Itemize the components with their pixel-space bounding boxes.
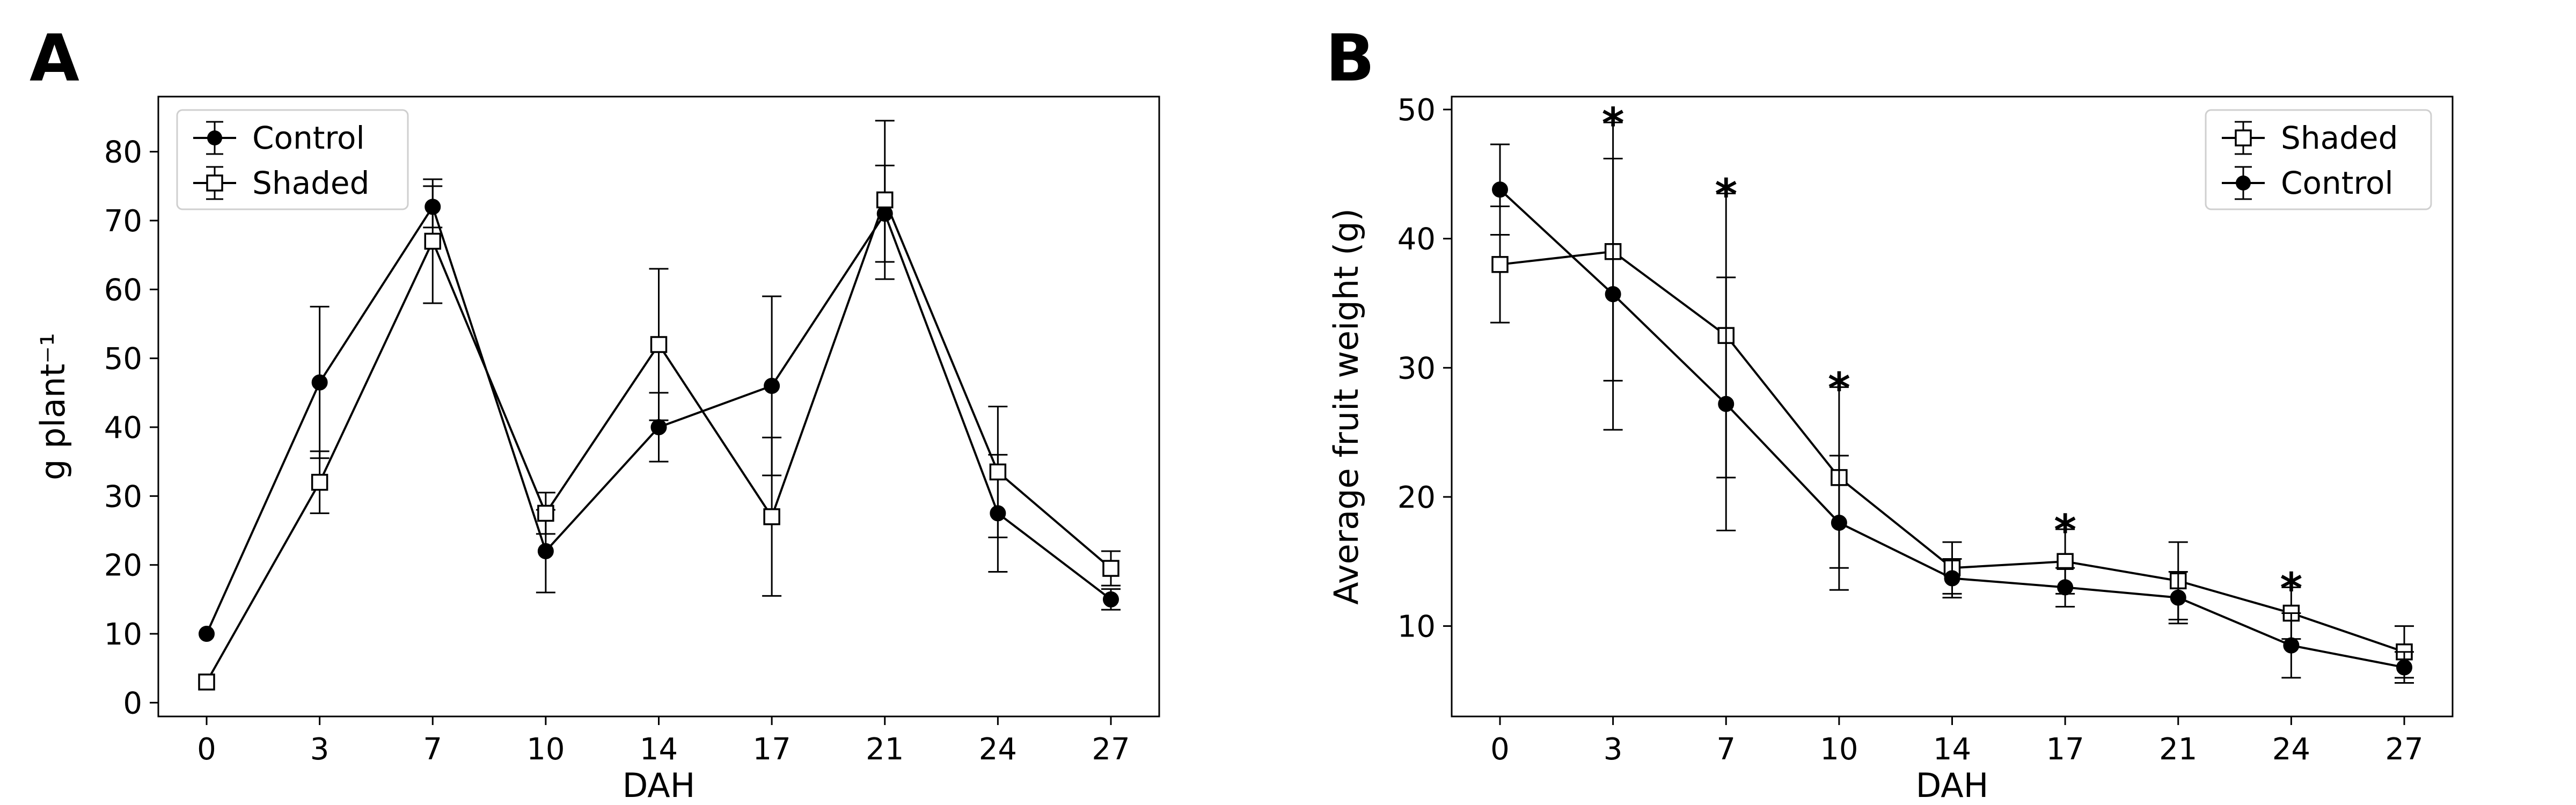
panel-a-x-tick-label: 7 — [423, 732, 442, 767]
panel-b-significance-star: * — [2054, 506, 2076, 555]
panel-a-legend-box — [176, 109, 409, 210]
panel-b-shaded-data-point — [1491, 256, 1509, 273]
panel-b-x-tick-label: 27 — [2385, 732, 2423, 767]
panel-b-x-tick-label: 3 — [1604, 732, 1623, 767]
panel-a-legend-label: Control — [252, 120, 365, 156]
panel-b-significance-star: * — [1602, 99, 1624, 149]
panel-a-x-axis-label: DAH — [623, 766, 696, 805]
panel-a-control-data-point — [537, 543, 554, 559]
panel-b-legend-marker — [2236, 175, 2251, 191]
panel-b-shaded-data-point — [2057, 553, 2074, 570]
panel-b-x-tick-label: 17 — [2046, 732, 2084, 767]
panel-a-shaded-data-point — [424, 232, 441, 250]
panel-a-shaded-data-point — [537, 504, 554, 522]
panel-a-shaded-data-point — [198, 674, 215, 691]
panel-a-x-tick-label: 21 — [866, 732, 904, 767]
panel-b-y-tick-label: 20 — [1397, 480, 1436, 515]
panel-a-shaded-data-point — [311, 473, 328, 491]
panel-a-y-tick-label: 80 — [104, 135, 142, 170]
panel-a-legend-marker — [207, 130, 222, 145]
panel-b-significance-star: * — [1715, 170, 1737, 219]
panel-b-control-data-point — [2057, 579, 2074, 596]
panel-b-legend: Shaded Control — [2205, 109, 2432, 210]
panel-b-y-tick-label: 30 — [1397, 351, 1436, 386]
panel-a-shaded-data-point — [763, 508, 780, 525]
panel-a-y-tick-label: 50 — [104, 342, 142, 377]
panel-b-control-data-point — [2396, 659, 2412, 676]
panel-b-y-axis-label: Average fruit weight (g) — [1327, 208, 1366, 605]
panel-a-legend-label: Shaded — [252, 165, 369, 201]
panel-a-shaded-data-point — [1102, 560, 1119, 577]
panel-a-legend-item-shaded: Shaded — [193, 165, 369, 201]
panel-b-x-tick-label: 7 — [1716, 732, 1736, 767]
panel-b-y-tick-label: 40 — [1397, 222, 1436, 257]
panel-b-x-tick-label: 0 — [1490, 732, 1510, 767]
panel-a-control-data-point — [199, 626, 215, 642]
panel-a-x-tick-label: 17 — [752, 732, 791, 767]
panel-b-x-axis-label: DAH — [1916, 766, 1989, 805]
panel-b-x-tick-label: 24 — [2272, 732, 2310, 767]
panel-a-control-data-point — [1103, 591, 1119, 608]
panel-b-x-tick-label: 21 — [2159, 732, 2197, 767]
panel-b-control-data-point — [2283, 637, 2300, 654]
panel-a-y-tick-label: 0 — [123, 686, 142, 721]
panel-a-y-tick-label: 30 — [104, 479, 142, 514]
panel-a-y-tick-label: 60 — [104, 273, 142, 308]
panel-b-legend-item-control: Control — [2222, 165, 2394, 201]
panel-b-control-data-point — [2170, 589, 2186, 606]
panel-a-control-data-point — [311, 374, 328, 391]
panel-b-x-tick-label: 14 — [1933, 732, 1971, 767]
panel-b-letter: B — [1326, 21, 1374, 96]
panel-b-control-data-point — [1605, 286, 1621, 303]
panel-a-legend-marker — [206, 174, 223, 192]
panel-b-significance-star: * — [2280, 564, 2302, 613]
panel-b-y-tick-label: 50 — [1397, 93, 1436, 128]
panel-b-legend-item-shaded: Shaded — [2222, 120, 2398, 156]
panel-b-legend-label: Control — [2281, 165, 2394, 201]
panel-b-control-data-point — [1944, 570, 1960, 587]
panel-a-control-data-point — [764, 378, 780, 394]
panel-b-legend-marker — [2235, 129, 2252, 147]
panel-a-control-data-point — [650, 419, 667, 435]
panel-a-y-tick-label: 40 — [104, 411, 142, 445]
panel-a-letter: A — [30, 21, 79, 96]
panel-a-y-axis-label: g plant⁻¹ — [33, 333, 72, 480]
panel-a-x-tick-label: 14 — [640, 732, 678, 767]
panel-b-legend-box — [2205, 109, 2432, 210]
panel-a-x-tick-label: 3 — [310, 732, 330, 767]
panel-a-shaded-data-point — [876, 191, 894, 209]
panel-a-x-tick-label: 0 — [197, 732, 216, 767]
panel-a-shaded-data-point — [650, 336, 668, 353]
panel-b-legend-label: Shaded — [2281, 120, 2398, 156]
panel-a-chart: 0 3 7 10 14 17 21 24 27 0 10 20 30 40 50 60 70 80 DAH g pla… — [33, 96, 1160, 805]
panel-a-legend-item-control: Control — [193, 120, 365, 156]
panel-a-x-tick-label: 10 — [526, 732, 565, 767]
panel-a-y-tick-label: 70 — [104, 204, 142, 239]
panel-b-x-tick-label: 10 — [1820, 732, 1858, 767]
panel-a-y-tick-label: 10 — [104, 617, 142, 652]
panel-b-control-data-point — [1492, 181, 1508, 198]
panel-a-x-tick-label: 27 — [1092, 732, 1130, 767]
panel-b-control-data-point — [1831, 515, 1847, 531]
panel-b-y-tick-label: 10 — [1397, 610, 1436, 645]
panel-b-control-data-point — [1718, 396, 1735, 412]
panel-a-y-tick-label: 20 — [104, 548, 142, 583]
panel-a-shaded-data-point — [989, 463, 1007, 481]
panel-a-x-tick-label: 24 — [979, 732, 1017, 767]
panel-b-significance-star: * — [1828, 363, 1850, 413]
panel-a-legend: Control Shaded — [176, 109, 409, 210]
panel-b-chart: 0 3 7 10 14 17 21 24 27 10 20 30 40 50 DAH Average frui… — [1327, 93, 2454, 805]
